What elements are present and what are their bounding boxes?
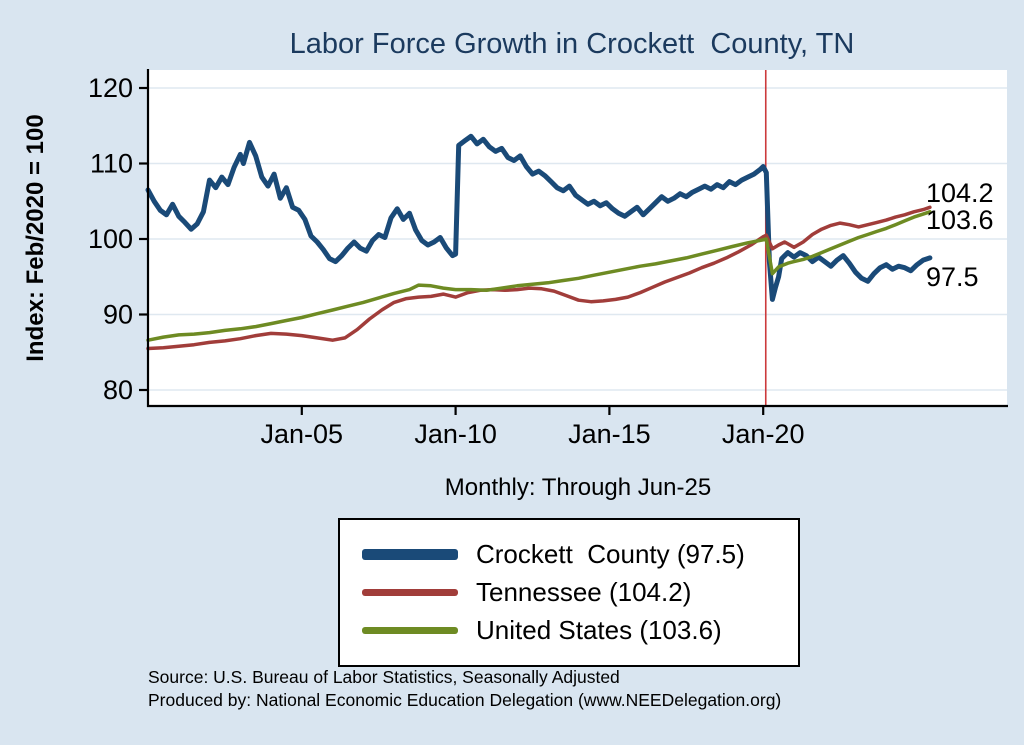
chart-subtitle: Monthly: Through Jun-25 (444, 474, 712, 501)
y-tick-label-120: 120 (88, 73, 133, 103)
series-line-2 (146, 210, 932, 342)
source-note: Source: U.S. Bureau of Labor Statistics,… (148, 666, 781, 712)
legend: Crockett County (97.5) Tennessee (104.2)… (338, 518, 800, 667)
y-tick-label-80: 80 (103, 375, 133, 405)
crockett-county-line-swatch (362, 549, 458, 560)
source-line-2: Produced by: National Economic Education… (148, 690, 782, 711)
legend-label-crockett-county: Crockett County (97.5) (476, 539, 745, 569)
legend-label-tennessee: Tennessee (104.2) (476, 577, 692, 607)
legend-item-crockett-county: Crockett County (97.5) (362, 539, 798, 570)
chart-title: Labor Force Growth in Crockett County, T… (289, 28, 855, 60)
end-label-tennessee: 104.2 (926, 178, 994, 208)
x-tick-label-Jan-15: Jan-15 (568, 419, 651, 449)
end-label-crockett-county: 97.5 (926, 262, 979, 292)
y-tick-label-90: 90 (103, 300, 133, 330)
plot-background (148, 70, 1007, 406)
tennessee-line-swatch (362, 589, 458, 596)
series-line-0 (145, 133, 933, 302)
series-line-1 (146, 205, 932, 351)
x-tick-label-Jan-10: Jan-10 (414, 419, 497, 449)
united-states-line-swatch (362, 627, 458, 634)
x-tick-label-Jan-05: Jan-05 (261, 419, 344, 449)
y-tick-label-110: 110 (90, 149, 133, 179)
legend-label-united-states: United States (103.6) (476, 615, 722, 645)
x-tick-label-Jan-20: Jan-20 (722, 419, 805, 449)
legend-item-united-states: United States (103.6) (362, 615, 798, 646)
end-label-united-states: 103.6 (926, 205, 994, 235)
legend-item-tennessee: Tennessee (104.2) (362, 577, 798, 608)
source-line-1: Source: U.S. Bureau of Labor Statistics,… (148, 667, 620, 687)
y-tick-label-100: 100 (88, 224, 133, 254)
